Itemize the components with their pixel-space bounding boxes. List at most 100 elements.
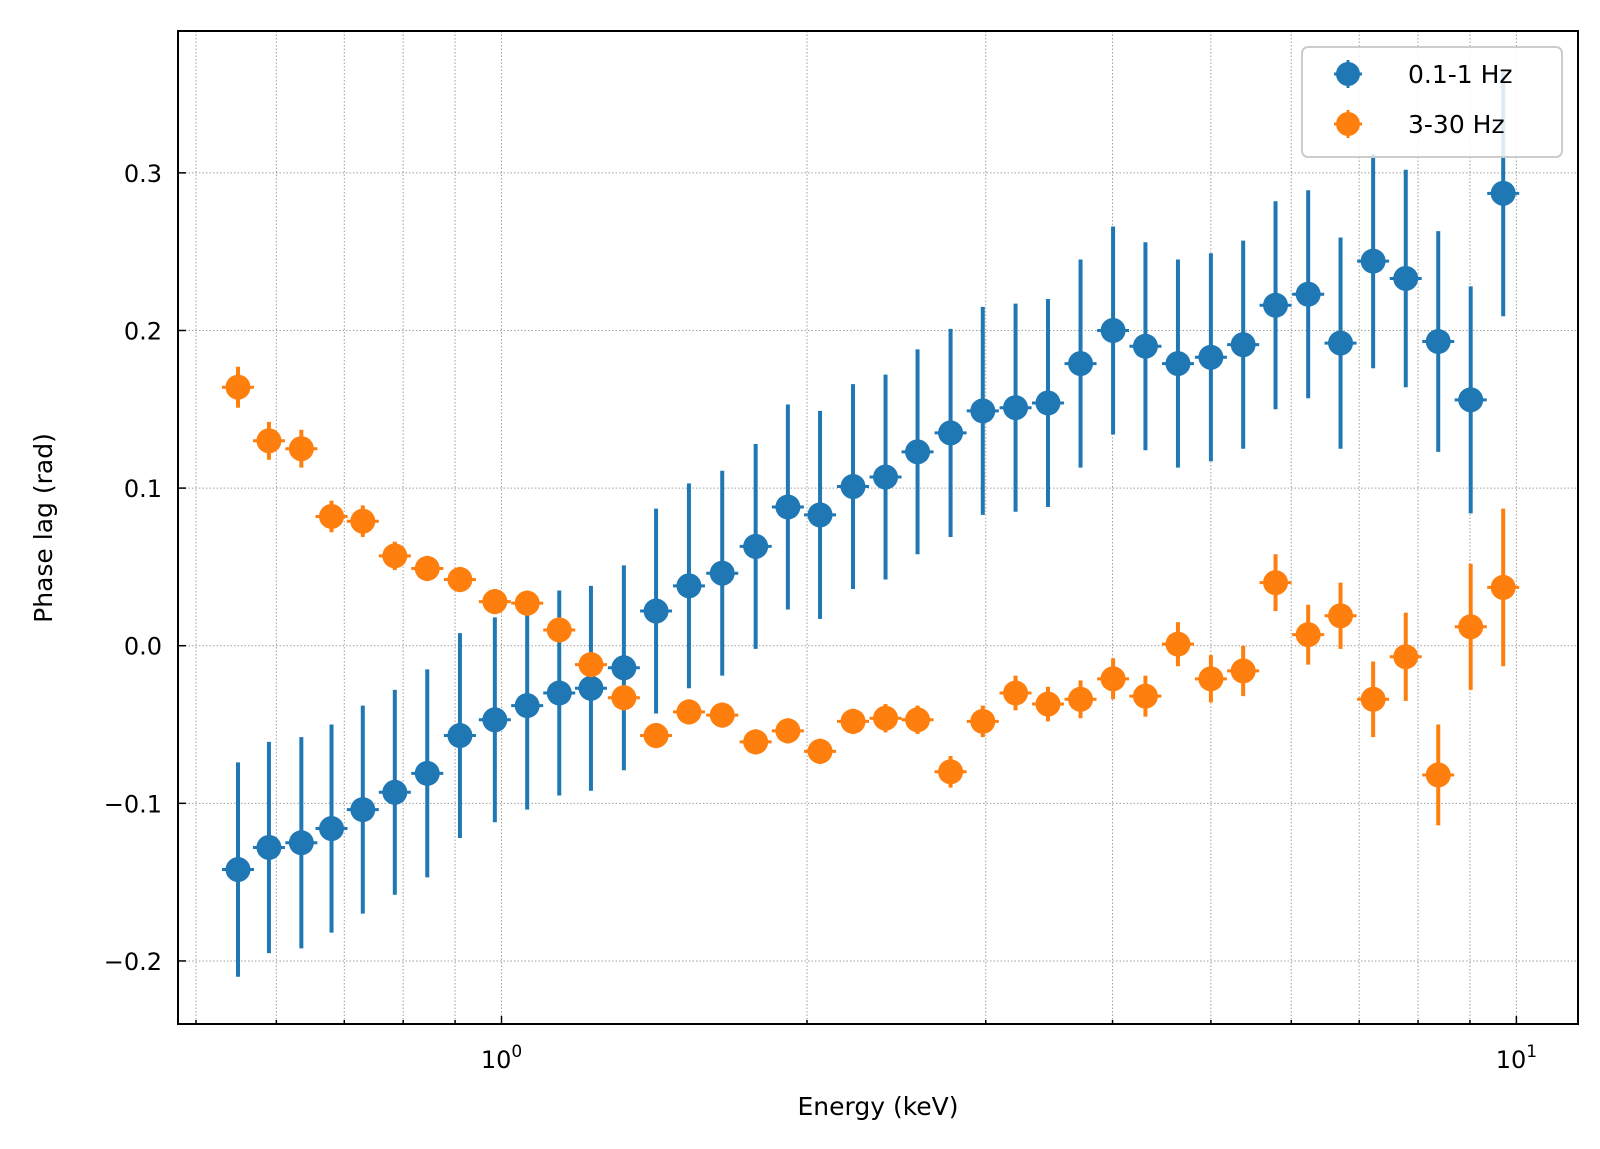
point-0-1-1-hz-25 [1035,390,1061,416]
point-0-1-1-hz-22 [938,420,964,446]
point-0-1-1-hz-12 [611,655,637,681]
plot-data [222,70,1520,977]
y-tick-label-1: −0.1 [104,790,162,818]
y-tick-label-0: −0.2 [104,948,162,976]
legend: 0.1-1 Hz 3-30 Hz [1301,46,1563,158]
point-3-30-hz-26 [1068,686,1094,712]
point-0-1-1-hz-3 [319,816,345,842]
point-0-1-1-hz-35 [1360,248,1386,274]
point-3-30-hz-8 [482,589,508,615]
point-3-30-hz-0 [225,374,251,400]
point-3-30-hz-12 [611,685,637,711]
point-3-30-hz-18 [807,738,833,764]
point-3-30-hz-36 [1393,644,1419,670]
point-0-1-1-hz-8 [482,707,508,733]
point-3-30-hz-15 [709,702,735,728]
legend-label-0-1-hz: 0.1-1 Hz [1408,60,1513,89]
point-0-1-1-hz-30 [1198,344,1224,370]
x-tick-label-1: 101 [1496,1042,1537,1074]
point-0-1-1-hz-21 [905,439,931,465]
x-tick-label-0: 100 [481,1042,522,1074]
point-3-30-hz-23 [970,708,996,734]
point-3-30-hz-25 [1035,691,1061,717]
y-axis-label: Phase lag (rad) [29,433,58,623]
point-3-30-hz-30 [1198,666,1224,692]
point-0-1-1-hz-11 [578,675,604,701]
point-3-30-hz-11 [578,652,604,678]
y-tick-label-2: 0.0 [124,633,162,661]
point-0-1-1-hz-33 [1295,281,1321,307]
point-0-1-1-hz-28 [1132,333,1158,359]
point-0-1-1-hz-23 [970,398,996,424]
x-axis-label: Energy (keV) [797,1092,958,1121]
point-0-1-1-hz-14 [676,573,702,599]
legend-entry-0-1-hz: 0.1-1 Hz [1334,60,1513,89]
point-0-1-1-hz-4 [350,797,376,823]
point-3-30-hz-33 [1295,622,1321,648]
point-3-30-hz-2 [288,436,314,462]
legend-label-3-30-hz: 3-30 Hz [1408,110,1505,139]
series-3-30-hz [222,366,1520,826]
point-0-1-1-hz-16 [743,533,769,559]
point-0-1-1-hz-27 [1100,317,1126,343]
point-3-30-hz-14 [676,699,702,725]
point-0-1-1-hz-0 [225,857,251,883]
point-0-1-1-hz-15 [709,560,735,586]
point-3-30-hz-31 [1230,658,1256,684]
point-0-1-1-hz-6 [414,760,440,786]
point-0-1-1-hz-36 [1393,265,1419,291]
point-3-30-hz-7 [447,567,473,593]
point-0-1-1-hz-20 [873,464,899,490]
point-0-1-1-hz-5 [382,779,408,805]
grid [178,31,1578,1024]
point-3-30-hz-19 [840,708,866,734]
point-0-1-1-hz-26 [1068,351,1094,377]
axis-ticks: −0.2 −0.1 0.0 0.1 0.2 0.3 100 101 [104,160,1537,1074]
point-0-1-1-hz-9 [514,693,540,719]
point-3-30-hz-22 [938,759,964,785]
point-3-30-hz-1 [256,428,282,454]
legend-entry-3-30-hz: 3-30 Hz [1334,110,1505,139]
point-0-1-1-hz-17 [775,494,801,520]
point-3-30-hz-9 [514,590,540,616]
point-3-30-hz-21 [905,707,931,733]
point-0-1-1-hz-32 [1263,292,1289,318]
point-3-30-hz-34 [1328,603,1354,629]
y-tick-label-3: 0.1 [124,475,162,503]
point-0-1-1-hz-31 [1230,332,1256,358]
point-3-30-hz-20 [873,705,899,731]
point-3-30-hz-37 [1425,762,1451,788]
series-0-1-1-hz [222,70,1520,977]
legend-marker-3-30-hz [1336,112,1360,136]
point-0-1-1-hz-10 [546,680,572,706]
point-0-1-1-hz-39 [1490,180,1516,206]
point-0-1-1-hz-19 [840,474,866,500]
point-0-1-1-hz-37 [1425,329,1451,355]
point-0-1-1-hz-38 [1458,387,1484,413]
point-0-1-1-hz-34 [1328,330,1354,356]
point-3-30-hz-10 [546,617,572,643]
point-0-1-1-hz-1 [256,834,282,860]
point-3-30-hz-24 [1003,680,1029,706]
point-3-30-hz-29 [1165,631,1191,657]
point-3-30-hz-35 [1360,686,1386,712]
point-3-30-hz-13 [643,723,669,749]
y-tick-label-4: 0.2 [124,317,162,345]
point-0-1-1-hz-18 [807,502,833,528]
point-3-30-hz-32 [1263,570,1289,596]
point-3-30-hz-38 [1458,614,1484,640]
point-3-30-hz-3 [319,503,345,529]
point-0-1-1-hz-24 [1003,395,1029,421]
point-3-30-hz-16 [743,729,769,755]
point-0-1-1-hz-29 [1165,351,1191,377]
point-3-30-hz-4 [350,508,376,534]
legend-box [1301,46,1563,158]
point-3-30-hz-28 [1132,683,1158,709]
point-3-30-hz-6 [414,555,440,581]
point-3-30-hz-5 [382,543,408,569]
point-3-30-hz-17 [775,718,801,744]
point-0-1-1-hz-2 [288,830,314,856]
point-0-1-1-hz-7 [447,723,473,749]
